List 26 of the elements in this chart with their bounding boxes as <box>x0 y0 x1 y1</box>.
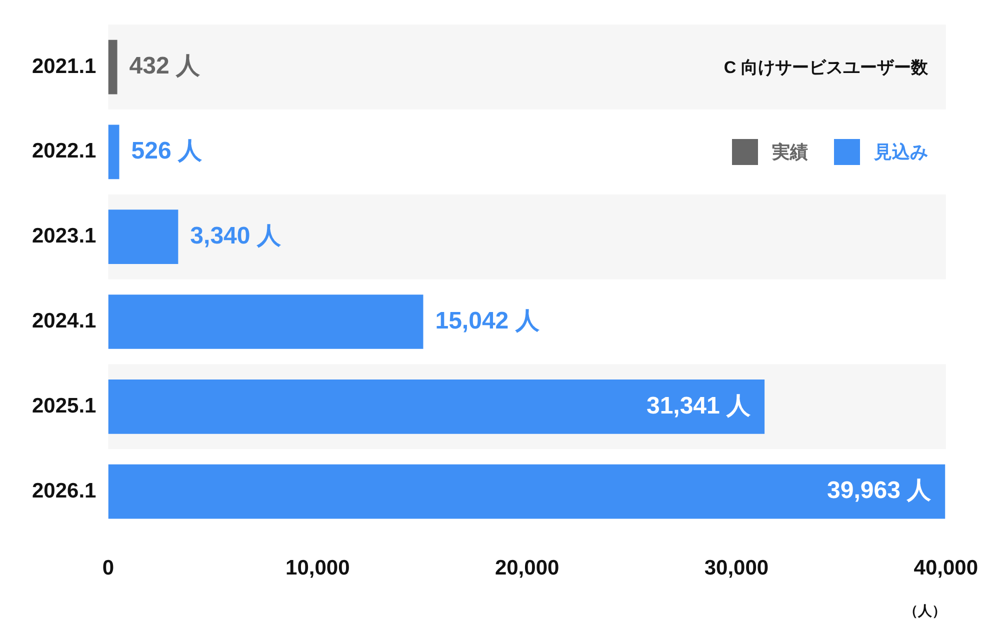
data-label: 31,341 人 <box>646 392 752 420</box>
bar <box>108 464 946 519</box>
x-tick-label: 0 <box>102 556 114 580</box>
y-tick-label: 2022.1 <box>32 140 97 163</box>
data-label: 526 人 <box>131 138 203 165</box>
x-tick-label: 10,000 <box>286 556 350 580</box>
y-tick-label: 2021.1 <box>32 54 97 78</box>
y-tick-label: 2026.1 <box>32 479 97 502</box>
bar <box>108 210 178 264</box>
text: C 向けサービスユーザー数 <box>724 57 928 80</box>
data-label: 432 人 <box>129 52 201 80</box>
x-axis-title: （人） <box>904 602 946 618</box>
y-tick-label: 2025.1 <box>32 394 97 418</box>
legend-label: 見込み <box>874 140 928 164</box>
x-tick-label: 40,000 <box>914 556 978 580</box>
bar <box>108 294 424 349</box>
x-tick-label: 20,000 <box>494 556 560 580</box>
x-tick-label: 30,000 <box>704 556 769 580</box>
bar <box>108 124 120 180</box>
legend-label: 実績 <box>772 140 808 164</box>
y-tick-label: 2024.1 <box>32 310 97 333</box>
data-label: 39,963 人 <box>827 477 932 504</box>
y-tick-label: 2023.1 <box>32 224 97 248</box>
bar <box>108 40 118 94</box>
data-label: 3,340 人 <box>190 222 282 250</box>
data-label: 15,042 人 <box>435 307 540 334</box>
